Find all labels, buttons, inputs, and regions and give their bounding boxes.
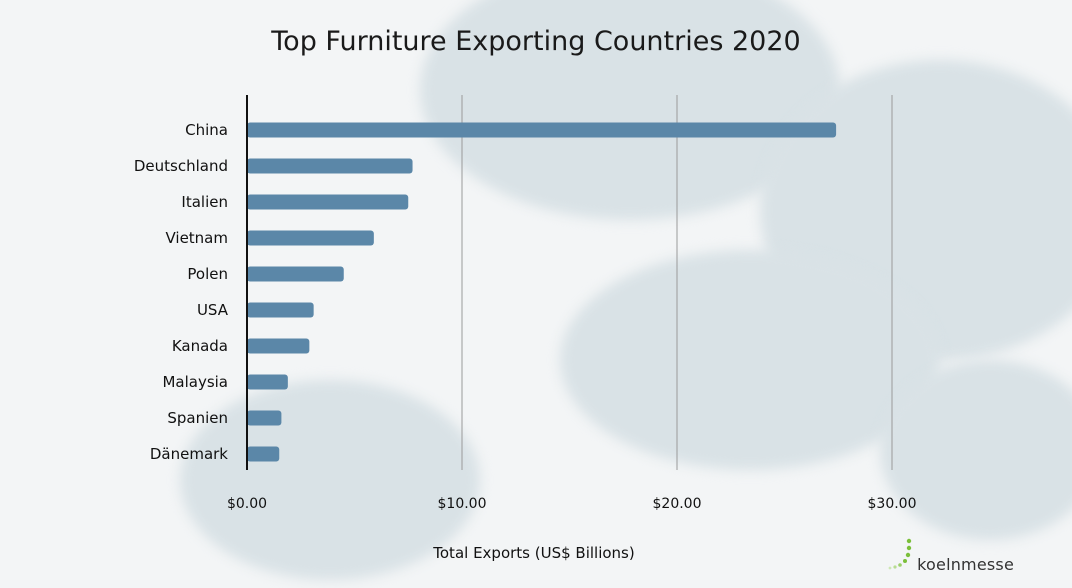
bar-kanada [247,338,310,354]
bar-polen [247,266,344,282]
bar-usa [247,302,314,318]
category-label: USA [197,301,229,319]
bar-spanien [247,410,282,426]
category-label: Malaysia [162,373,228,391]
map-background-shape [180,380,480,580]
koelnmesse-logo: koelnmesse [887,538,1014,574]
x-axis-label: Total Exports (US$ Billions) [432,544,634,562]
chart-title: Top Furniture Exporting Countries 2020 [271,26,801,57]
bar-china [247,122,837,138]
map-background-shape [880,360,1072,540]
category-labels: China Deutschland Italien Vietnam Polen USA Ka… [134,121,229,463]
bar-dänemark [247,446,280,462]
bars [247,122,837,462]
category-label: Spanien [167,409,228,427]
x-tick-label: $20.00 [653,496,702,512]
category-label: Italien [181,193,228,211]
category-label: Dänemark [150,445,228,463]
category-label: Vietnam [165,229,228,247]
bar-malaysia [247,374,288,390]
map-background-shape [560,250,940,470]
category-label: Polen [187,265,228,283]
bar-deutschland [247,158,413,174]
x-tick-label: $10.00 [438,496,487,512]
category-label: Kanada [172,337,228,355]
logo-text: koelnmesse [917,555,1014,574]
x-tick-label: $30.00 [868,496,917,512]
x-tick-label: $0.00 [227,496,267,512]
category-label: Deutschland [134,157,228,175]
bar-italien [247,194,409,210]
logo-dots-icon [887,538,913,574]
gridlines [461,95,893,470]
x-tick-labels: $0.00 $10.00 $20.00 $30.00 [227,496,917,512]
bar-vietnam [247,230,374,246]
category-label: China [185,121,228,139]
